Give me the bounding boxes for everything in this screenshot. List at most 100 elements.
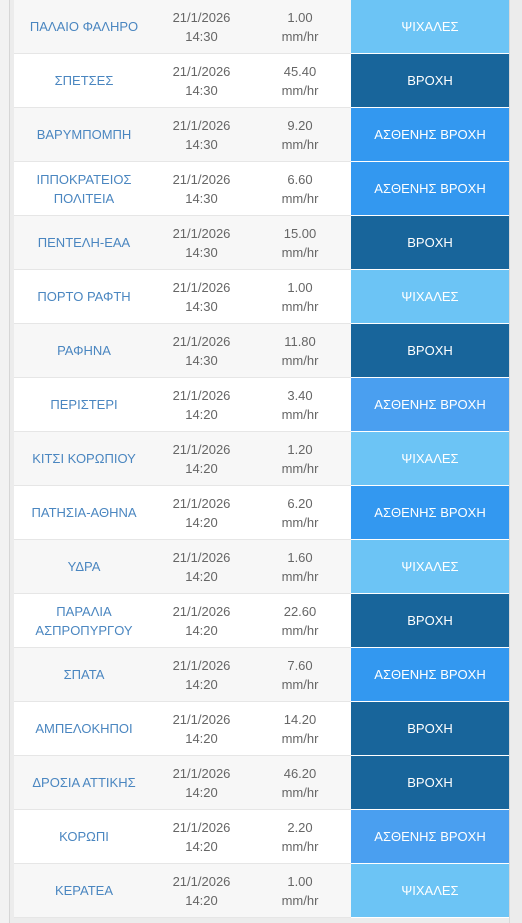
rain-status-label: ΒΡΟΧΗ [407, 235, 453, 250]
rain-rate-cell: 22.60 mm/hr [249, 593, 351, 648]
station-name-line2: ΑΣΠΡΟΠΥΡΓΟΥ [35, 622, 133, 638]
measurement-date: 21/1/2026 [172, 279, 231, 295]
rain-rate-unit: mm/hr [281, 730, 319, 746]
datetime-cell: 21/1/2026 14:20 [154, 377, 249, 432]
rain-status-badge: ΑΣΘΕΝΗΣ ΒΡΟΧΗ [351, 107, 509, 162]
station-name-cell[interactable]: ΑΜΠΕΛΟΚΗΠΟΙ [14, 701, 154, 756]
measurement-date: 21/1/2026 [172, 603, 231, 619]
station-name-line1: ΙΠΠΟΚΡΑΤΕΙΟΣ [36, 171, 132, 187]
table-row: ΥΔΡΑ 21/1/2026 14:20 1.60 mm/hr ΨΙΧΑΛΕΣ [14, 539, 509, 594]
rain-rate-cell: 6.20 mm/hr [249, 485, 351, 540]
station-name-cell[interactable]: ΣΠΕΤΣΕΣ [14, 53, 154, 108]
station-name-cell[interactable]: ΙΠΠΟΚΡΑΤΕΙΟΣ ΠΟΛΙΤΕΙΑ [14, 161, 154, 216]
datetime-cell: 21/1/2026 14:30 [154, 107, 249, 162]
table-row: ΠΕΝΤΕΛΗ-ΕΑΑ 21/1/2026 14:30 15.00 mm/hr ΒΡΟΧΗ [14, 215, 509, 270]
table-row: ΚΟΡΩΠΙ 21/1/2026 14:20 2.20 mm/hr ΑΣΘΕΝΗΣ ΒΡΟ… [14, 809, 509, 864]
measurement-date: 21/1/2026 [172, 9, 231, 25]
rain-status-label: ΨΙΧΑΛΕΣ [401, 883, 459, 898]
station-name: ΚΕΡΑΤΕΑ [54, 883, 114, 898]
station-name-cell[interactable]: ΚΟΡΩΠΙ [14, 809, 154, 864]
table-row: ΠΕΡΙΣΤΕΡΙ 21/1/2026 14:20 3.40 mm/hr ΑΣΘΕΝΗΣ … [14, 377, 509, 432]
station-name-cell[interactable]: ΣΠΑΤΑ [14, 647, 154, 702]
measurement-date: 21/1/2026 [172, 171, 231, 187]
table-row: ΚΕΡΑΤΕΑ 21/1/2026 14:20 1.00 mm/hr ΨΙΧΑΛΕΣ [14, 863, 509, 918]
measurement-time: 14:30 [185, 136, 218, 152]
station-name-cell[interactable]: ΡΑΦΗΝΑ [14, 323, 154, 378]
rain-rate-unit: mm/hr [281, 298, 319, 314]
datetime-cell: 21/1/2026 14:30 [154, 53, 249, 108]
rain-status-badge: ΒΡΟΧΗ [351, 755, 509, 810]
scrollbar-track[interactable] [509, 0, 522, 923]
measurement-time: 14:20 [185, 514, 218, 530]
rain-rate-cell: 9.20 mm/hr [249, 107, 351, 162]
station-name-line2: ΠΟΛΙΤΕΙΑ [53, 190, 115, 206]
measurement-date: 21/1/2026 [172, 63, 231, 79]
measurement-date: 21/1/2026 [172, 765, 231, 781]
station-name: ΠΟΡΤΟ ΡΑΦΤΗ [37, 289, 131, 304]
measurement-time: 14:30 [185, 82, 218, 98]
station-name: ΚΟΡΩΠΙ [59, 829, 109, 844]
datetime-cell: 21/1/2026 14:20 [154, 485, 249, 540]
datetime-cell: 21/1/2026 14:20 [154, 593, 249, 648]
station-name-cell[interactable]: ΥΔΡΑ [14, 539, 154, 594]
datetime-cell: 21/1/2026 14:20 [154, 431, 249, 486]
datetime-cell: 21/1/2026 14:30 [154, 269, 249, 324]
rain-rate-cell: 7.60 mm/hr [249, 647, 351, 702]
rain-status-label: ΒΡΟΧΗ [407, 775, 453, 790]
rain-rate-value: 6.20 [287, 495, 313, 511]
rain-rate-value: 46.20 [283, 765, 317, 781]
station-name: ΑΜΠΕΛΟΚΗΠΟΙ [35, 721, 133, 736]
datetime-cell: 21/1/2026 14:20 [154, 647, 249, 702]
station-name-cell[interactable]: ΠΑΤΗΣΙΑ-ΑΘΗΝΑ [14, 485, 154, 540]
rain-rate-unit: mm/hr [281, 460, 319, 476]
datetime-cell: 21/1/2026 14:30 [154, 215, 249, 270]
rain-rate-unit: mm/hr [281, 784, 319, 800]
rain-status-label: ΨΙΧΑΛΕΣ [401, 19, 459, 34]
table-row: ΙΠΠΟΚΡΑΤΕΙΟΣ ΠΟΛΙΤΕΙΑ 21/1/2026 14:30 6.60 mm… [14, 161, 509, 216]
rain-status-label: ΑΣΘΕΝΗΣ ΒΡΟΧΗ [374, 181, 486, 196]
rain-rate-unit: mm/hr [281, 352, 319, 368]
station-name-cell[interactable]: ΠΟΡΤΟ ΡΑΦΤΗ [14, 269, 154, 324]
measurement-time: 14:20 [185, 622, 218, 638]
measurement-time: 14:20 [185, 730, 218, 746]
measurement-date: 21/1/2026 [172, 495, 231, 511]
datetime-cell: 21/1/2026 14:20 [154, 539, 249, 594]
station-name-cell[interactable]: ΒΑΡΥΜΠΟΜΠΗ [14, 107, 154, 162]
rain-rate-value: 6.60 [287, 171, 313, 187]
station-name: ΠΕΡΙΣΤΕΡΙ [50, 397, 118, 412]
table-row: ΡΑΦΗΝΑ 21/1/2026 14:30 11.80 mm/hr ΒΡΟΧΗ [14, 323, 509, 378]
table-row: ΑΜΠΕΛΟΚΗΠΟΙ 21/1/2026 14:20 14.20 mm/hr ΒΡΟΧΗ [14, 701, 509, 756]
table-row: ΠΑΡΑΛΙΑ ΑΣΠΡΟΠΥΡΓΟΥ 21/1/2026 14:20 22.60 mm/… [14, 593, 509, 648]
rain-rate-value: 11.80 [284, 333, 316, 349]
rain-rate-value: 1.60 [287, 549, 313, 565]
station-name-cell[interactable]: ΠΑΛΑΙΟ ΦΑΛΗΡΟ [14, 0, 154, 54]
rain-rate-cell: 15.00 mm/hr [249, 215, 351, 270]
rain-rate-value: 14.20 [283, 711, 317, 727]
station-name-cell[interactable]: ΚΕΡΑΤΕΑ [14, 863, 154, 918]
rain-status-badge: ΑΣΘΕΝΗΣ ΒΡΟΧΗ [351, 647, 509, 702]
rain-rate-cell: 1.00 mm/hr [249, 269, 351, 324]
rain-rate-unit: mm/hr [281, 244, 319, 260]
station-name-cell[interactable]: ΔΡΟΣΙΑ ΑΤΤΙΚΗΣ [14, 755, 154, 810]
datetime-cell: 21/1/2026 14:30 [154, 323, 249, 378]
station-name-cell[interactable]: ΠΕΝΤΕΛΗ-ΕΑΑ [14, 215, 154, 270]
station-name-cell[interactable]: ΚΙΤΣΙ ΚΟΡΩΠΙΟΥ [14, 431, 154, 486]
measurement-time: 14:20 [185, 784, 218, 800]
measurement-date: 21/1/2026 [172, 387, 231, 403]
measurement-time: 14:30 [185, 28, 218, 44]
measurement-date: 21/1/2026 [172, 333, 231, 349]
rain-status-label: ΑΣΘΕΝΗΣ ΒΡΟΧΗ [374, 127, 486, 142]
rain-rate-cell: 45.40 mm/hr [249, 53, 351, 108]
table-row: ΣΠΑΤΑ 21/1/2026 14:20 7.60 mm/hr ΑΣΘΕΝΗΣ ΒΡΟΧ… [14, 647, 509, 702]
rain-rate-unit: mm/hr [281, 82, 319, 98]
measurement-date: 21/1/2026 [172, 441, 231, 457]
datetime-cell: 21/1/2026 14:20 [154, 863, 249, 918]
rain-status-badge: ΑΣΘΕΝΗΣ ΒΡΟΧΗ [351, 485, 509, 540]
station-name-cell[interactable]: ΠΑΡΑΛΙΑ ΑΣΠΡΟΠΥΡΓΟΥ [14, 593, 154, 648]
rain-rate-value: 1.00 [287, 279, 313, 295]
rain-status-badge: ΨΙΧΑΛΕΣ [351, 431, 509, 486]
station-name-cell[interactable]: ΠΕΡΙΣΤΕΡΙ [14, 377, 154, 432]
table-row: ΣΠΕΤΣΕΣ 21/1/2026 14:30 45.40 mm/hr ΒΡΟΧΗ [14, 53, 509, 108]
rain-rate-cell: 3.40 mm/hr [249, 377, 351, 432]
